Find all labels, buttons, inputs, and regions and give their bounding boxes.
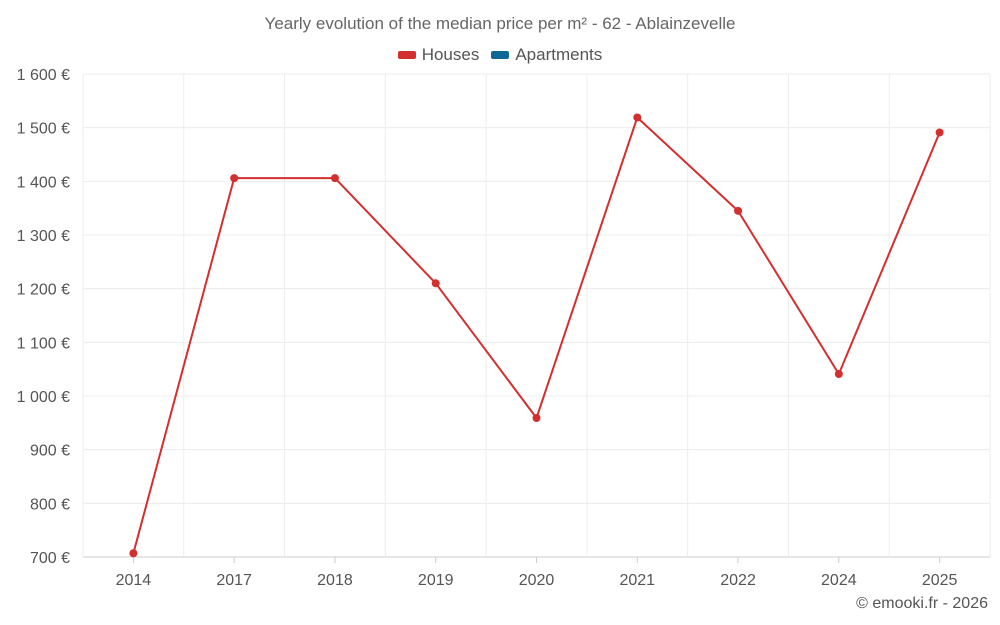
y-tick-label: 1 000 € — [17, 389, 70, 406]
data-point-houses — [330, 174, 339, 183]
series-line-houses — [132, 116, 941, 554]
y-tick-label: 1 100 € — [17, 335, 70, 352]
data-point-houses — [633, 113, 642, 122]
legend-item-houses[interactable]: Houses — [397, 45, 480, 65]
data-point-houses — [129, 549, 138, 558]
y-tick-label: 1 600 € — [17, 67, 70, 84]
data-point-houses — [834, 369, 843, 378]
legend-label-apartments: Apartments — [515, 45, 603, 64]
legend-swatch-houses — [397, 51, 416, 59]
footer-credit: © emooki.fr - 2026 — [856, 595, 988, 612]
data-point-houses — [431, 279, 440, 288]
data-point-houses — [935, 128, 944, 137]
x-tick-label: 2020 — [519, 572, 555, 589]
x-tick-label: 2022 — [720, 572, 756, 589]
data-point-houses — [532, 414, 541, 423]
y-tick-label: 700 € — [30, 550, 70, 567]
x-tick-label: 2018 — [317, 572, 353, 589]
x-tick-label: 2019 — [418, 572, 454, 589]
x-tick-label: 2014 — [116, 572, 152, 589]
chart-legend: Houses Apartments — [0, 45, 1000, 65]
legend-label-houses: Houses — [421, 45, 480, 64]
x-tick-label: 2024 — [821, 572, 857, 589]
chart-title: Yearly evolution of the median price per… — [264, 14, 736, 33]
data-point-houses — [734, 206, 743, 215]
x-tick-label: 2025 — [922, 572, 958, 589]
y-tick-label: 800 € — [30, 496, 70, 513]
y-tick-label: 1 300 € — [17, 228, 70, 245]
legend-item-apartments[interactable]: Apartments — [491, 45, 602, 65]
y-tick-label: 900 € — [30, 443, 70, 460]
legend-swatch-apartments — [491, 51, 510, 59]
x-tick-label: 2017 — [216, 572, 252, 589]
y-tick-label: 1 200 € — [17, 282, 70, 299]
y-tick-label: 1 500 € — [17, 121, 70, 138]
x-tick-label: 2021 — [619, 572, 655, 589]
y-tick-label: 1 400 € — [17, 174, 70, 191]
data-point-houses — [230, 174, 239, 183]
